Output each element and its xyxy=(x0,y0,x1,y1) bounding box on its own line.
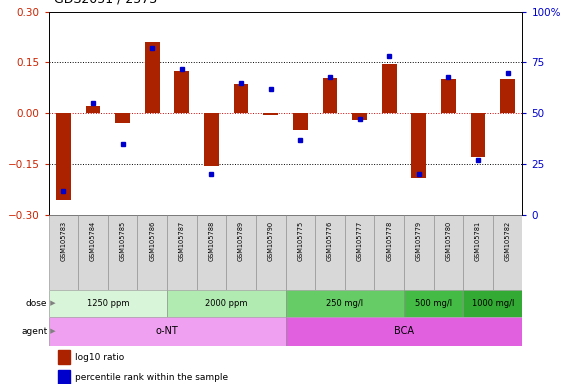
Bar xyxy=(86,106,100,113)
Text: dose: dose xyxy=(26,299,47,308)
Text: 1250 ppm: 1250 ppm xyxy=(87,299,129,308)
Bar xyxy=(293,113,308,130)
Bar xyxy=(463,215,493,290)
Bar xyxy=(226,215,256,290)
Bar xyxy=(263,113,278,115)
Text: GSM105788: GSM105788 xyxy=(208,221,215,261)
Bar xyxy=(463,290,522,317)
Text: GSM105782: GSM105782 xyxy=(505,221,510,261)
Bar xyxy=(352,113,367,120)
Bar xyxy=(167,215,196,290)
Bar xyxy=(345,215,375,290)
Bar xyxy=(493,215,522,290)
Text: 1000 mg/l: 1000 mg/l xyxy=(472,299,514,308)
Text: GDS2051 / 2573: GDS2051 / 2573 xyxy=(54,0,158,6)
Bar xyxy=(441,79,456,113)
Bar xyxy=(234,84,248,113)
Bar xyxy=(286,317,522,346)
Text: agent: agent xyxy=(21,327,47,336)
Bar xyxy=(256,215,286,290)
Text: GSM105780: GSM105780 xyxy=(445,221,452,261)
Bar xyxy=(58,350,70,364)
Bar xyxy=(56,113,71,200)
Text: GSM105777: GSM105777 xyxy=(356,221,363,261)
Text: GSM105783: GSM105783 xyxy=(61,221,66,261)
Text: GSM105789: GSM105789 xyxy=(238,221,244,261)
Bar xyxy=(49,317,286,346)
Text: log10 ratio: log10 ratio xyxy=(75,353,124,362)
Text: GSM105785: GSM105785 xyxy=(119,221,126,261)
Bar xyxy=(286,290,404,317)
Bar xyxy=(433,215,463,290)
Bar xyxy=(375,215,404,290)
Bar xyxy=(411,113,426,178)
Bar xyxy=(138,215,167,290)
Text: ▶: ▶ xyxy=(48,328,55,334)
Text: GSM105784: GSM105784 xyxy=(90,221,96,261)
Bar xyxy=(323,78,337,113)
Text: GSM105786: GSM105786 xyxy=(149,221,155,261)
Bar xyxy=(500,79,515,113)
Bar xyxy=(115,113,130,123)
Bar xyxy=(145,42,160,113)
Text: GSM105775: GSM105775 xyxy=(297,221,303,261)
Bar xyxy=(404,290,463,317)
Bar xyxy=(49,215,78,290)
Bar xyxy=(382,64,397,113)
Text: BCA: BCA xyxy=(394,326,414,336)
Bar xyxy=(174,71,189,113)
Text: 500 mg/l: 500 mg/l xyxy=(415,299,452,308)
Bar xyxy=(49,290,167,317)
Bar xyxy=(315,215,345,290)
Bar xyxy=(286,215,315,290)
Text: GSM105779: GSM105779 xyxy=(416,221,422,261)
Text: GSM105787: GSM105787 xyxy=(179,221,185,261)
Bar xyxy=(167,290,286,317)
Bar xyxy=(78,215,108,290)
Text: GSM105778: GSM105778 xyxy=(386,221,392,261)
Bar xyxy=(471,113,485,157)
Text: GSM105790: GSM105790 xyxy=(268,221,274,261)
Text: 250 mg/l: 250 mg/l xyxy=(326,299,363,308)
Text: GSM105781: GSM105781 xyxy=(475,221,481,261)
Bar xyxy=(404,215,433,290)
Bar xyxy=(108,215,138,290)
Bar xyxy=(204,113,219,166)
Text: ▶: ▶ xyxy=(48,300,55,306)
Text: 2000 ppm: 2000 ppm xyxy=(205,299,247,308)
Bar xyxy=(196,215,226,290)
Bar xyxy=(58,370,70,384)
Text: o-NT: o-NT xyxy=(156,326,178,336)
Text: GSM105776: GSM105776 xyxy=(327,221,333,261)
Text: percentile rank within the sample: percentile rank within the sample xyxy=(75,372,228,382)
